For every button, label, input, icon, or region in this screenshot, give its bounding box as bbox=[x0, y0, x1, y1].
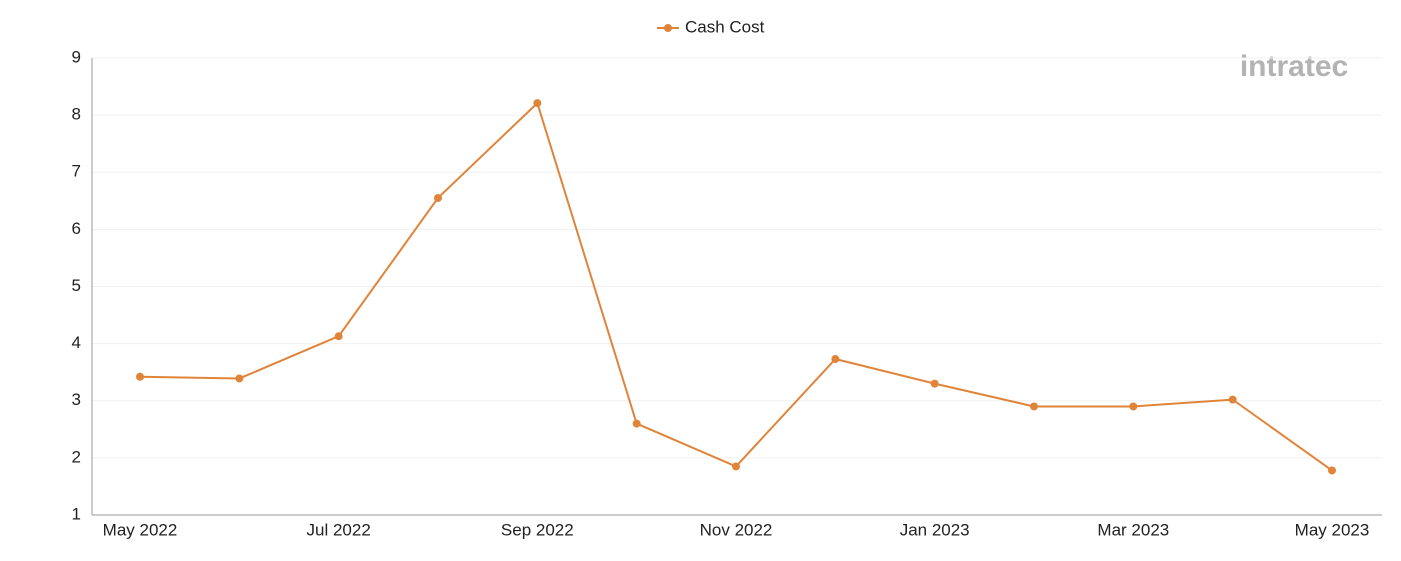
data-point bbox=[732, 462, 740, 471]
x-tick-label: May 2022 bbox=[103, 520, 178, 539]
y-tick-label: 7 bbox=[72, 162, 81, 181]
data-point bbox=[930, 379, 939, 388]
data-point bbox=[1030, 402, 1038, 411]
data-point bbox=[334, 332, 343, 341]
y-tick-label: 1 bbox=[72, 504, 81, 523]
data-point bbox=[533, 99, 542, 108]
y-tick-label: 2 bbox=[72, 447, 81, 466]
y-tick-label: 8 bbox=[72, 105, 81, 124]
data-point bbox=[632, 419, 641, 428]
x-tick-label: Nov 2022 bbox=[700, 520, 773, 539]
legend-marker bbox=[664, 24, 672, 32]
y-tick-label: 3 bbox=[72, 390, 81, 409]
y-tick-label: 6 bbox=[72, 219, 81, 238]
x-tick-label: May 2023 bbox=[1295, 520, 1370, 539]
data-point bbox=[235, 374, 244, 383]
y-tick-label: 9 bbox=[72, 47, 81, 66]
legend-label: Cash Cost bbox=[685, 17, 765, 36]
watermark: intratec bbox=[1240, 50, 1348, 83]
y-tick-label: 5 bbox=[72, 276, 81, 295]
data-point bbox=[1129, 402, 1138, 411]
x-tick-label: Mar 2023 bbox=[1097, 520, 1169, 539]
data-point bbox=[831, 355, 840, 364]
data-point bbox=[136, 372, 144, 381]
x-tick-label: Jul 2022 bbox=[307, 520, 371, 539]
y-tick-label: 4 bbox=[72, 333, 81, 352]
data-point bbox=[1328, 466, 1336, 475]
x-tick-label: Jan 2023 bbox=[900, 520, 970, 539]
data-point bbox=[434, 193, 442, 202]
x-tick-label: Sep 2022 bbox=[501, 520, 574, 539]
data-point bbox=[1228, 395, 1237, 404]
